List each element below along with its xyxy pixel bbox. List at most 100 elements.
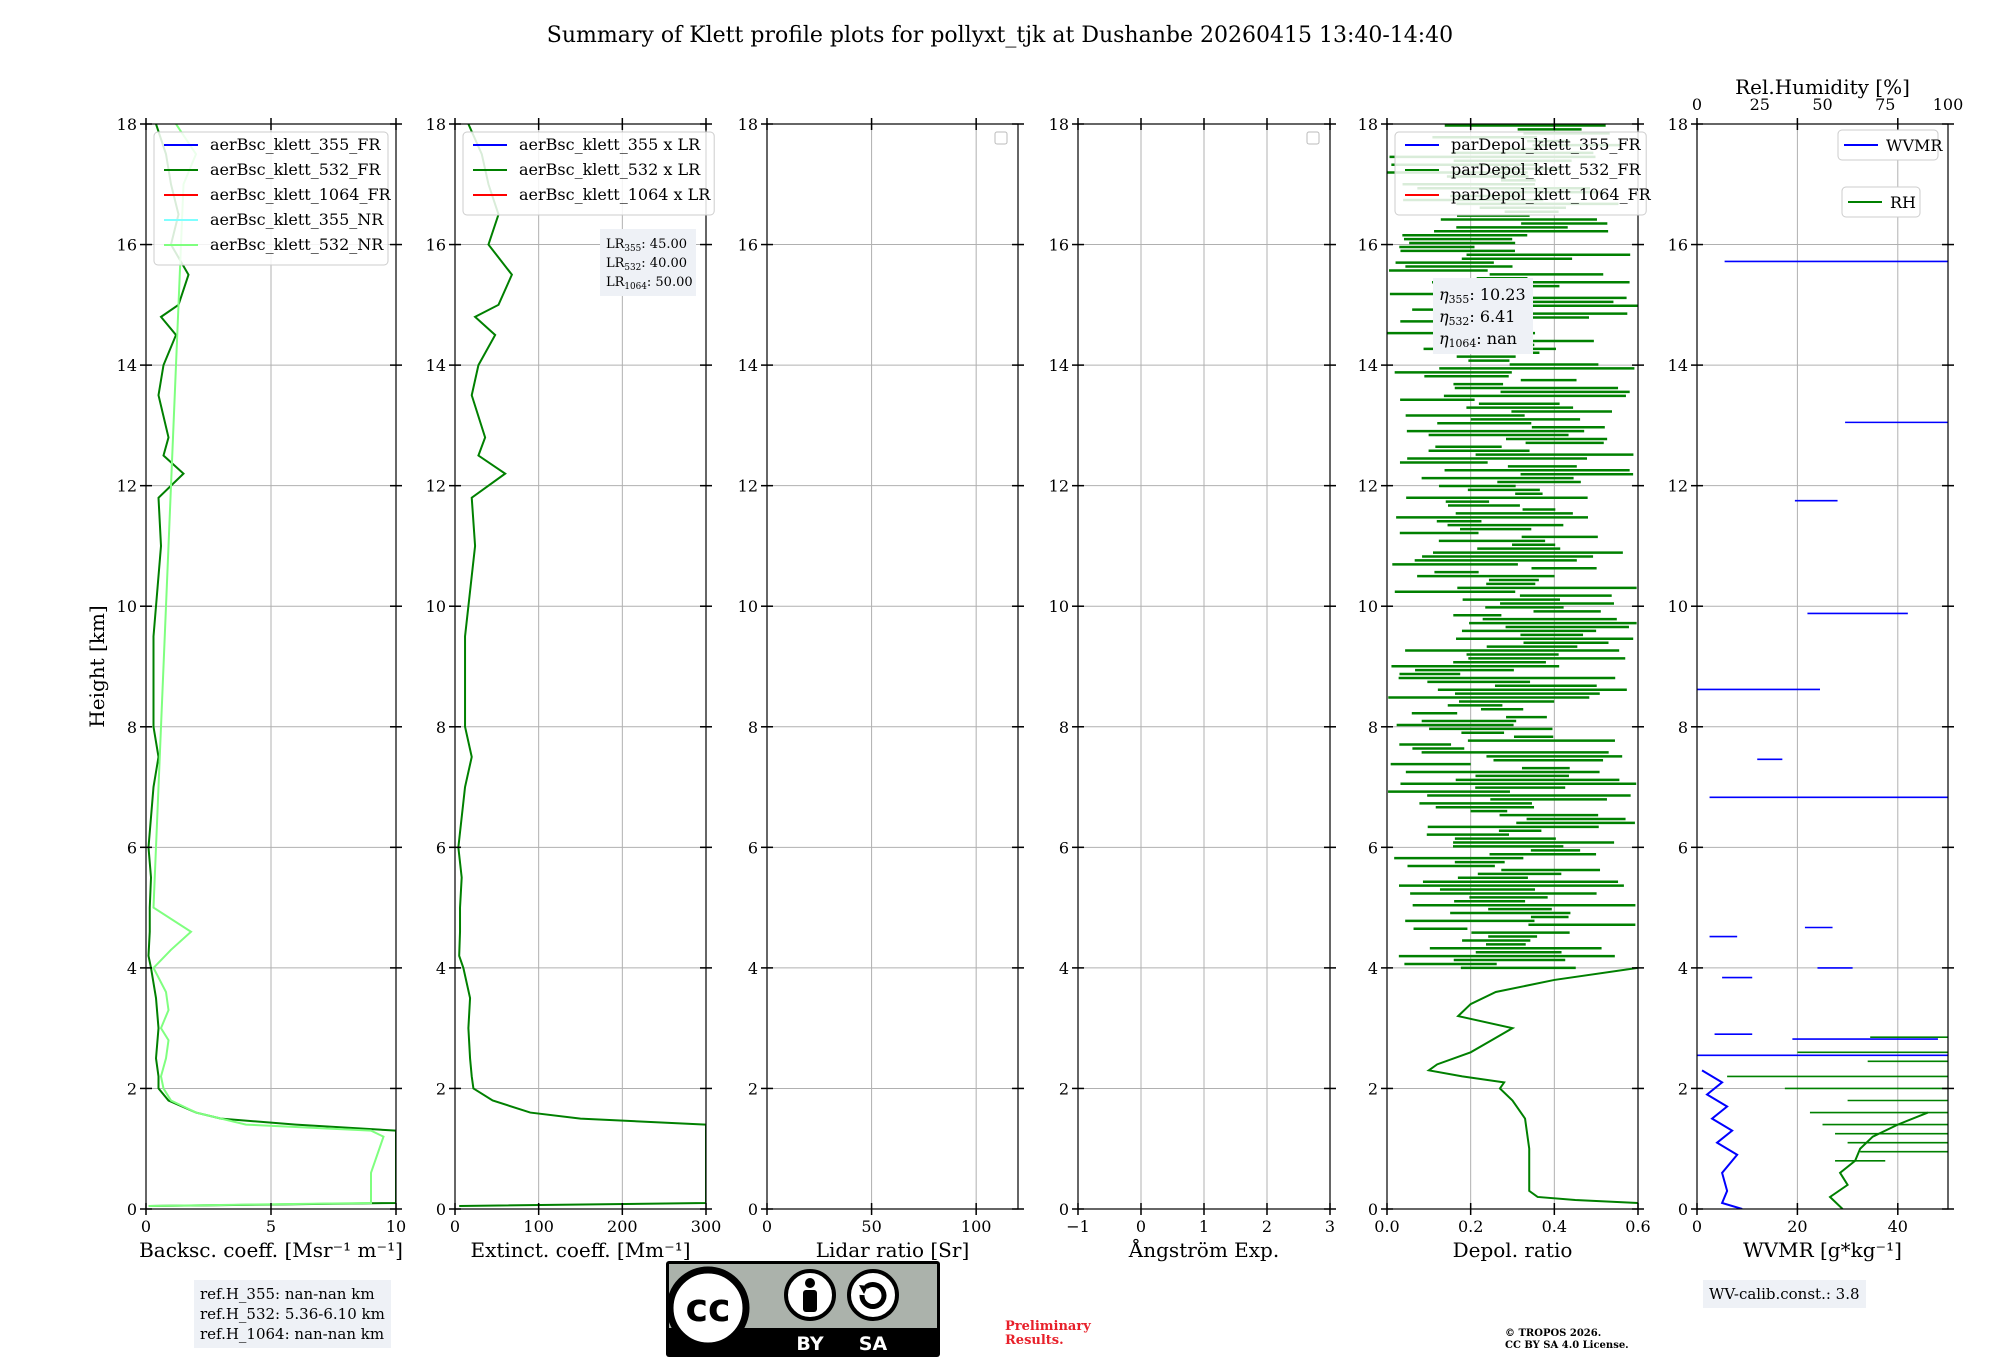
x-tick-label: 0 [450,1217,460,1236]
top-tick-label: 100 [1933,95,1964,114]
chart-panel-lr: 0 2 4 6 8 10 12 14 16 18 0 50 100 Lidar ratio [Sr] [738,115,1024,1262]
y-tick-label: 8 [1059,718,1069,737]
x-tick-label: 0 [762,1217,772,1236]
top-axis-label: Rel.Humidity [%] [1735,75,1910,99]
y-tick-label: 6 [1059,838,1069,857]
x-tick-label: 10 [386,1217,406,1236]
y-tick-label: 16 [426,236,446,255]
y-tick-label: 12 [738,477,758,496]
series-line-aerBsc_klett_532_NR [148,124,385,1207]
legend-box [462,131,715,216]
y-tick-label: 18 [1358,115,1378,134]
x-axis-label: Depol. ratio [1453,1238,1573,1262]
y-tick-label: 10 [1358,597,1378,616]
legend-entry: WVMR [1886,136,1943,155]
figure-title: Summary of Klett profile plots for polly… [547,23,1453,48]
x-tick-label: −1 [1066,1217,1090,1236]
y-tick-label: 4 [127,959,137,978]
y-tick-label: 16 [738,236,758,255]
annotation-line: η532: 6.41 [1439,307,1515,328]
x-axis-label: Extinct. coeff. [Mm⁻¹] [470,1238,690,1262]
y-tick-label: 14 [426,356,446,375]
y-tick-label: 10 [1668,597,1688,616]
legend-entry: aerBsc_klett_355 x LR [519,135,701,154]
y-tick-label: 16 [1668,236,1688,255]
y-tick-label: 2 [1678,1079,1688,1098]
y-tick-label: 6 [1368,838,1378,857]
y-tick-label: 12 [117,477,137,496]
legend-entry: parDepol_klett_532_FR [1451,160,1642,179]
reference-height-box: ref.H_355: nan-nan km ref.H_532: 5.36-6.… [194,1280,391,1348]
y-tick-label: 10 [1049,597,1069,616]
annotation-box [600,229,696,296]
legend-entry: aerBsc_klett_355_NR [210,210,384,229]
annotation-line: LR532: 40.00 [606,256,687,273]
top-tick-label: 0 [1692,95,1702,114]
top-tick-label: 50 [1812,95,1832,114]
x-tick-label: 300 [691,1217,722,1236]
y-tick-label: 14 [1668,356,1688,375]
series-line-parDepol_klett_532_FR [1426,966,1638,1204]
axes-frame [1386,123,1639,1210]
y-tick-label: 6 [436,838,446,857]
y-axis-label: Height [km] [85,605,109,727]
x-axis-label: Lidar ratio [Sr] [816,1238,970,1262]
y-tick-label: 14 [738,356,758,375]
legend-entry: RH [1890,193,1916,212]
top-tick-label: 75 [1875,95,1895,114]
wvmr-profile-line [1701,1069,1743,1209]
y-tick-label: 8 [1368,718,1378,737]
x-axis-label: Ångström Exp. [1128,1237,1279,1262]
x-tick-label: 0 [1136,1217,1146,1236]
cc-by-sa-license-badge: cc BY SA [666,1261,940,1357]
x-tick-label: 2 [1262,1217,1272,1236]
preliminary-line-2: Results. [1005,1333,1064,1348]
y-tick-label: 6 [748,838,758,857]
legend-entry: aerBsc_klett_532 x LR [519,160,701,179]
axes-frame [454,123,707,1210]
copyright-note: © TROPOS 2026. CC BY SA 4.0 License. [1505,1328,1629,1352]
x-tick-label: 0.0 [1374,1217,1399,1236]
y-tick-label: 2 [436,1079,446,1098]
legend-entry: aerBsc_klett_532_NR [210,235,384,254]
preliminary-line-1: Preliminary [1005,1319,1091,1334]
annotation-line: LR1064: 50.00 [606,275,693,292]
cc-logo-text: cc [685,1286,730,1330]
y-tick-label: 4 [1059,959,1069,978]
x-tick-label: 0 [141,1217,151,1236]
y-tick-label: 14 [1358,356,1378,375]
legend-entry: parDepol_klett_355_FR [1451,135,1642,154]
y-tick-label: 18 [117,115,137,134]
y-tick-label: 8 [1678,718,1688,737]
y-tick-label: 10 [117,597,137,616]
y-tick-label: 4 [1678,959,1688,978]
x-tick-label: 3 [1325,1217,1335,1236]
sa-label: SA [859,1333,888,1355]
cc-logo-icon [666,1266,750,1350]
x-tick-label: 40 [1888,1217,1908,1236]
copyright-line-1: © TROPOS 2026. [1505,1328,1602,1339]
series-line-aerBsc_klett_532 x LR [457,124,706,1207]
legend-entry: aerBsc_klett_532_FR [210,160,381,179]
y-tick-label: 8 [127,718,137,737]
axes-frame [1696,123,1949,1210]
by-label: BY [796,1333,823,1355]
wv-calibration-box: WV-calib.const.: 3.8 [1703,1280,1866,1308]
annotation-line: η1064: nan [1439,329,1517,350]
x-tick-label: 1 [1199,1217,1209,1236]
y-tick-label: 18 [1668,115,1688,134]
x-tick-label: 100 [961,1217,992,1236]
x-axis-label: WVMR [g*kg⁻¹] [1743,1238,1902,1262]
x-tick-label: 0 [1692,1217,1702,1236]
legend-entry: aerBsc_klett_1064 x LR [519,185,711,204]
y-tick-label: 4 [436,959,446,978]
x-tick-label: 20 [1787,1217,1807,1236]
preliminary-results-note: Preliminary Results. [1005,1320,1091,1348]
legend-entry: parDepol_klett_1064_FR [1451,185,1652,204]
y-tick-label: 18 [1049,115,1069,134]
y-tick-label: 14 [117,356,137,375]
